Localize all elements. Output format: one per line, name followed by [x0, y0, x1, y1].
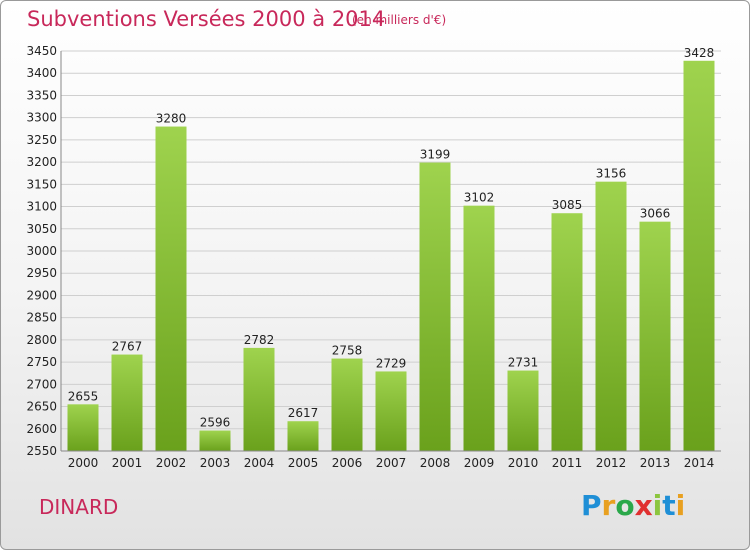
bar-2005 — [287, 421, 319, 451]
y-tick-label: 3200 — [26, 155, 57, 169]
y-tick-label: 2850 — [26, 311, 57, 325]
bar-2000 — [67, 404, 99, 451]
y-tick-label: 2650 — [26, 400, 57, 414]
x-tick-label: 2004 — [244, 456, 275, 470]
value-label: 3066 — [640, 207, 671, 221]
y-tick-label: 3150 — [26, 177, 57, 191]
logo-letter: P — [581, 489, 602, 522]
value-label: 2655 — [68, 389, 99, 403]
bar-2008 — [419, 162, 451, 452]
y-tick-label: 2900 — [26, 288, 57, 302]
bar-2014 — [683, 60, 715, 452]
x-tick-label: 2005 — [288, 456, 319, 470]
logo-letter: o — [615, 489, 635, 522]
bar-2004 — [243, 347, 275, 451]
x-tick-label: 2000 — [68, 456, 99, 470]
bar-2013 — [639, 221, 671, 451]
logo-letter: t — [662, 489, 676, 522]
x-tick-label: 2007 — [376, 456, 407, 470]
value-label: 2731 — [508, 356, 539, 370]
x-tick-label: 2008 — [420, 456, 451, 470]
value-label: 2758 — [332, 344, 363, 358]
value-label: 2596 — [200, 416, 231, 430]
chart-subtitle: (en milliers d'€) — [352, 13, 447, 27]
x-tick-label: 2014 — [684, 456, 715, 470]
value-label: 3156 — [596, 167, 627, 181]
chart-title: Subventions Versées 2000 à 2014 — [27, 7, 386, 31]
bar-2006 — [331, 358, 363, 451]
value-label: 2782 — [244, 333, 275, 347]
y-tick-label: 2700 — [26, 377, 57, 391]
y-tick-label: 3100 — [26, 200, 57, 214]
value-label: 3428 — [684, 46, 715, 60]
value-label: 3199 — [420, 148, 451, 162]
value-label: 3102 — [464, 191, 495, 205]
bar-2010 — [507, 370, 539, 451]
value-label: 3085 — [552, 198, 583, 212]
y-tick-label: 3050 — [26, 222, 57, 236]
y-tick-label: 3350 — [26, 88, 57, 102]
value-label: 2729 — [376, 356, 407, 370]
bars — [67, 60, 715, 452]
proxiti-logo: Proxiti — [581, 489, 685, 522]
value-label: 2617 — [288, 406, 319, 420]
y-tick-label: 3250 — [26, 133, 57, 147]
value-label: 3280 — [156, 112, 187, 126]
bar-2002 — [155, 126, 187, 452]
x-tick-label: 2011 — [552, 456, 583, 470]
x-tick-label: 2010 — [508, 456, 539, 470]
y-tick-label: 3400 — [26, 66, 57, 80]
bar-2001 — [111, 354, 143, 451]
bar-2007 — [375, 371, 407, 451]
y-tick-label: 3300 — [26, 111, 57, 125]
y-tick-label: 2800 — [26, 333, 57, 347]
y-tick-label: 2600 — [26, 422, 57, 436]
x-tick-label: 2006 — [332, 456, 363, 470]
x-tick-label: 2013 — [640, 456, 671, 470]
logo-letter: i — [675, 489, 686, 522]
y-tick-label: 2550 — [26, 444, 57, 458]
x-tick-label: 2003 — [200, 456, 231, 470]
value-labels: 2655 2767 3280 2596 2782 2617 2758 2729 3199 3102… — [68, 46, 715, 430]
y-tick-label: 2750 — [26, 355, 57, 369]
logo-letter: x — [634, 489, 653, 522]
y-tick-label: 2950 — [26, 266, 57, 280]
city-name: DINARD — [39, 495, 119, 519]
bar-2009 — [463, 205, 495, 451]
x-tick-label: 2009 — [464, 456, 495, 470]
logo-letter: i — [652, 489, 663, 522]
bar-2003 — [199, 430, 231, 451]
x-tick-label: 2012 — [596, 456, 627, 470]
y-tick-label: 3000 — [26, 244, 57, 258]
bar-2011 — [551, 213, 583, 451]
bar-2012 — [595, 181, 627, 451]
x-tick-label: 2001 — [112, 456, 143, 470]
x-tick-label: 2002 — [156, 456, 187, 470]
axes: 2550 2600 2650 2700 2750 2800 2850 2900 2950 3000… — [26, 44, 721, 470]
logo-letter: r — [601, 489, 616, 522]
value-label: 2767 — [112, 340, 143, 354]
y-tick-label: 3450 — [26, 44, 57, 58]
